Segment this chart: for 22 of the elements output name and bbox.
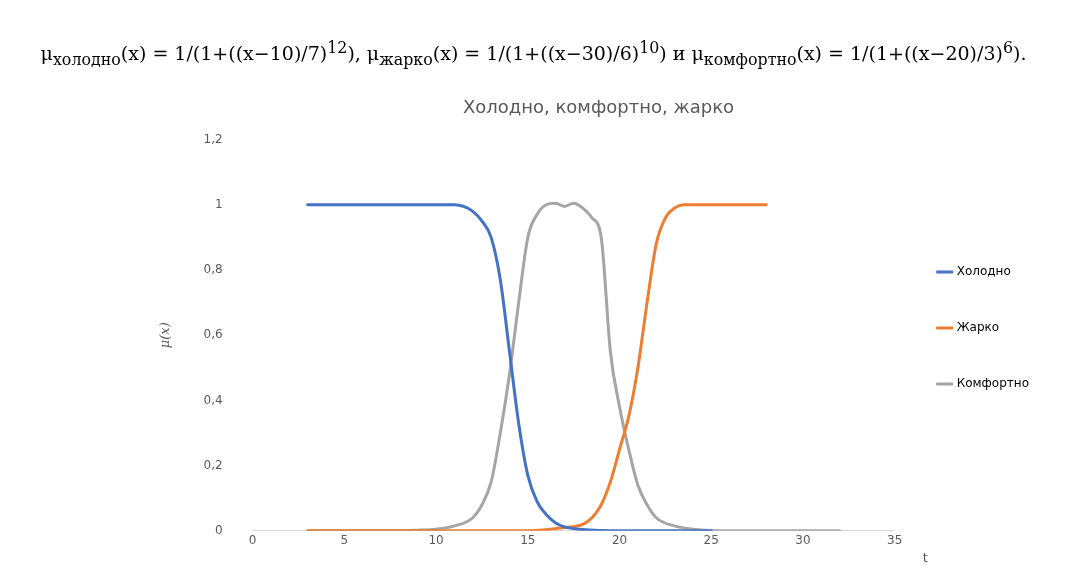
text: μ$_{холодно}$(x) = 1/(1+((x−10)/7)$^{12}$), μ$_{жарко}$(x) = 1/(1+((x−30)/6)$^{10}$) и μ$_{комфортно}$(x) = 1/(1+((x−20)/3)$^{6}$). (40, 38, 1027, 70)
x-tick-label: 15 (520, 533, 536, 548)
x-tick-label: 5 (340, 533, 349, 548)
y-tick-label: 1 (215, 196, 223, 211)
chart-title: Холодно, комфортно, жарко (462, 96, 735, 118)
legend-label: Холодно (956, 264, 1011, 279)
legend-label: Жарко (956, 320, 1000, 335)
y-tick-label: 0 (215, 522, 223, 537)
x-tick-label: 10 (428, 533, 444, 548)
y-tick-label: 0,6 (203, 327, 223, 342)
legend-label: Комфортно (956, 376, 1029, 391)
y-tick-label: 0,4 (203, 392, 223, 407)
x-tick-label: 0 (248, 533, 257, 548)
x-tick-label: 20 (611, 533, 628, 548)
y-tick-label: 1,2 (203, 131, 223, 146)
y-axis-title: μ(x) (157, 322, 173, 349)
x-axis-title: t (922, 550, 928, 566)
x-tick-label: 35 (887, 533, 903, 548)
y-tick-label: 0,8 (203, 262, 223, 277)
y-tick-label: 0,2 (203, 457, 223, 472)
x-tick-label: 30 (795, 533, 811, 548)
x-tick-label: 25 (703, 533, 719, 548)
